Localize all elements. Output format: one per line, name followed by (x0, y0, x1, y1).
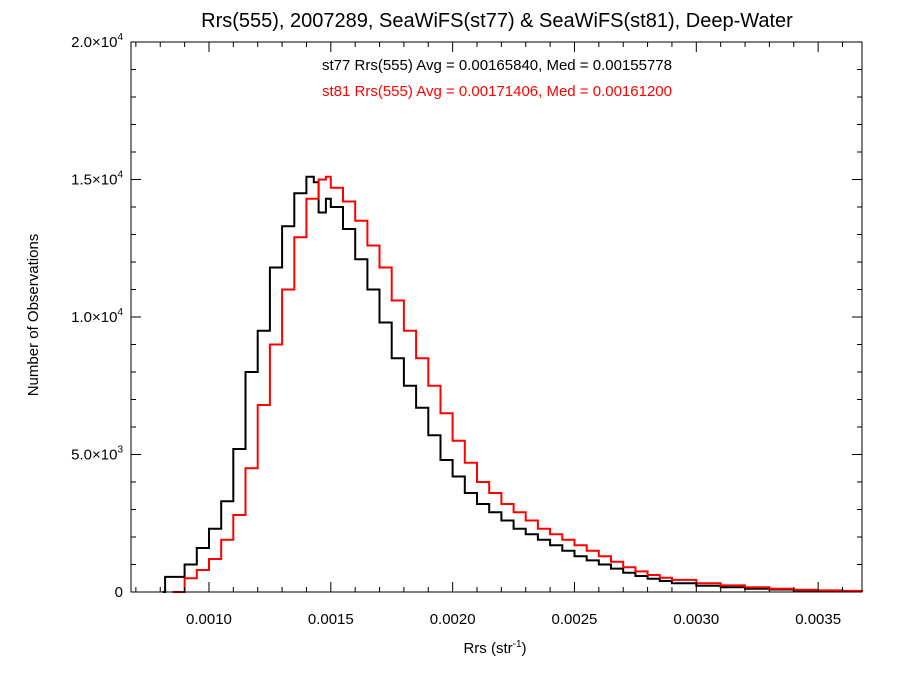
x-tick-label: 0.0030 (673, 611, 719, 628)
x-tick-label: 0.0010 (186, 611, 232, 628)
y-tick-mantissa: 1.5×10 (71, 172, 117, 189)
x-axis-label-exponent: -1 (513, 639, 522, 650)
plot-frame (130, 41, 863, 593)
chart-title: Rrs(555), 2007289, SeaWiFS(st77) & SeaWi… (201, 10, 793, 32)
y-tick-label: 2.0×104 (71, 32, 123, 51)
y-tick-exponent: 4 (117, 32, 123, 43)
x-tick-label: 0.0035 (795, 611, 841, 628)
x-tick-label: 0.0025 (552, 611, 598, 628)
y-tick-label: 0 (115, 584, 123, 601)
x-axis-label: Rrs (str-1) (463, 639, 526, 657)
plot-area (130, 41, 863, 593)
annotation-st81: st81 Rrs(555) Avg = 0.00171406, Med = 0.… (322, 83, 672, 100)
x-tick-label: 0.0020 (430, 611, 476, 628)
y-tick-mantissa: 2.0×10 (71, 34, 117, 51)
x-tick-label: 0.0015 (308, 611, 354, 628)
y-tick-mantissa: 1.0×10 (71, 309, 117, 326)
y-tick-mantissa: 5.0×10 (71, 447, 117, 464)
series-line-st77 (162, 175, 863, 593)
y-tick-exponent: 4 (117, 170, 123, 181)
y-axis-label: Number of Observations (25, 234, 42, 397)
y-tick-exponent: 3 (117, 445, 123, 456)
y-tick-label: 5.0×103 (71, 445, 123, 464)
x-axis-label-end: ) (522, 640, 527, 657)
annotation-st77: st77 Rrs(555) Avg = 0.00165840, Med = 0.… (322, 57, 672, 74)
x-axis-label-main: Rrs (str (463, 640, 512, 657)
y-tick-mantissa: 0 (115, 584, 123, 601)
y-tick-label: 1.5×104 (71, 170, 123, 189)
y-tick-label: 1.0×104 (71, 307, 123, 326)
series-line-st81 (172, 175, 863, 593)
y-tick-exponent: 4 (117, 307, 123, 318)
